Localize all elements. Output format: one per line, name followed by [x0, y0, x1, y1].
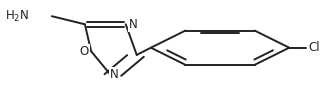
- Text: N: N: [110, 68, 119, 81]
- Text: H$_2$N: H$_2$N: [5, 9, 29, 24]
- Text: O: O: [80, 45, 89, 58]
- Text: Cl: Cl: [308, 41, 320, 54]
- Text: N: N: [129, 18, 138, 31]
